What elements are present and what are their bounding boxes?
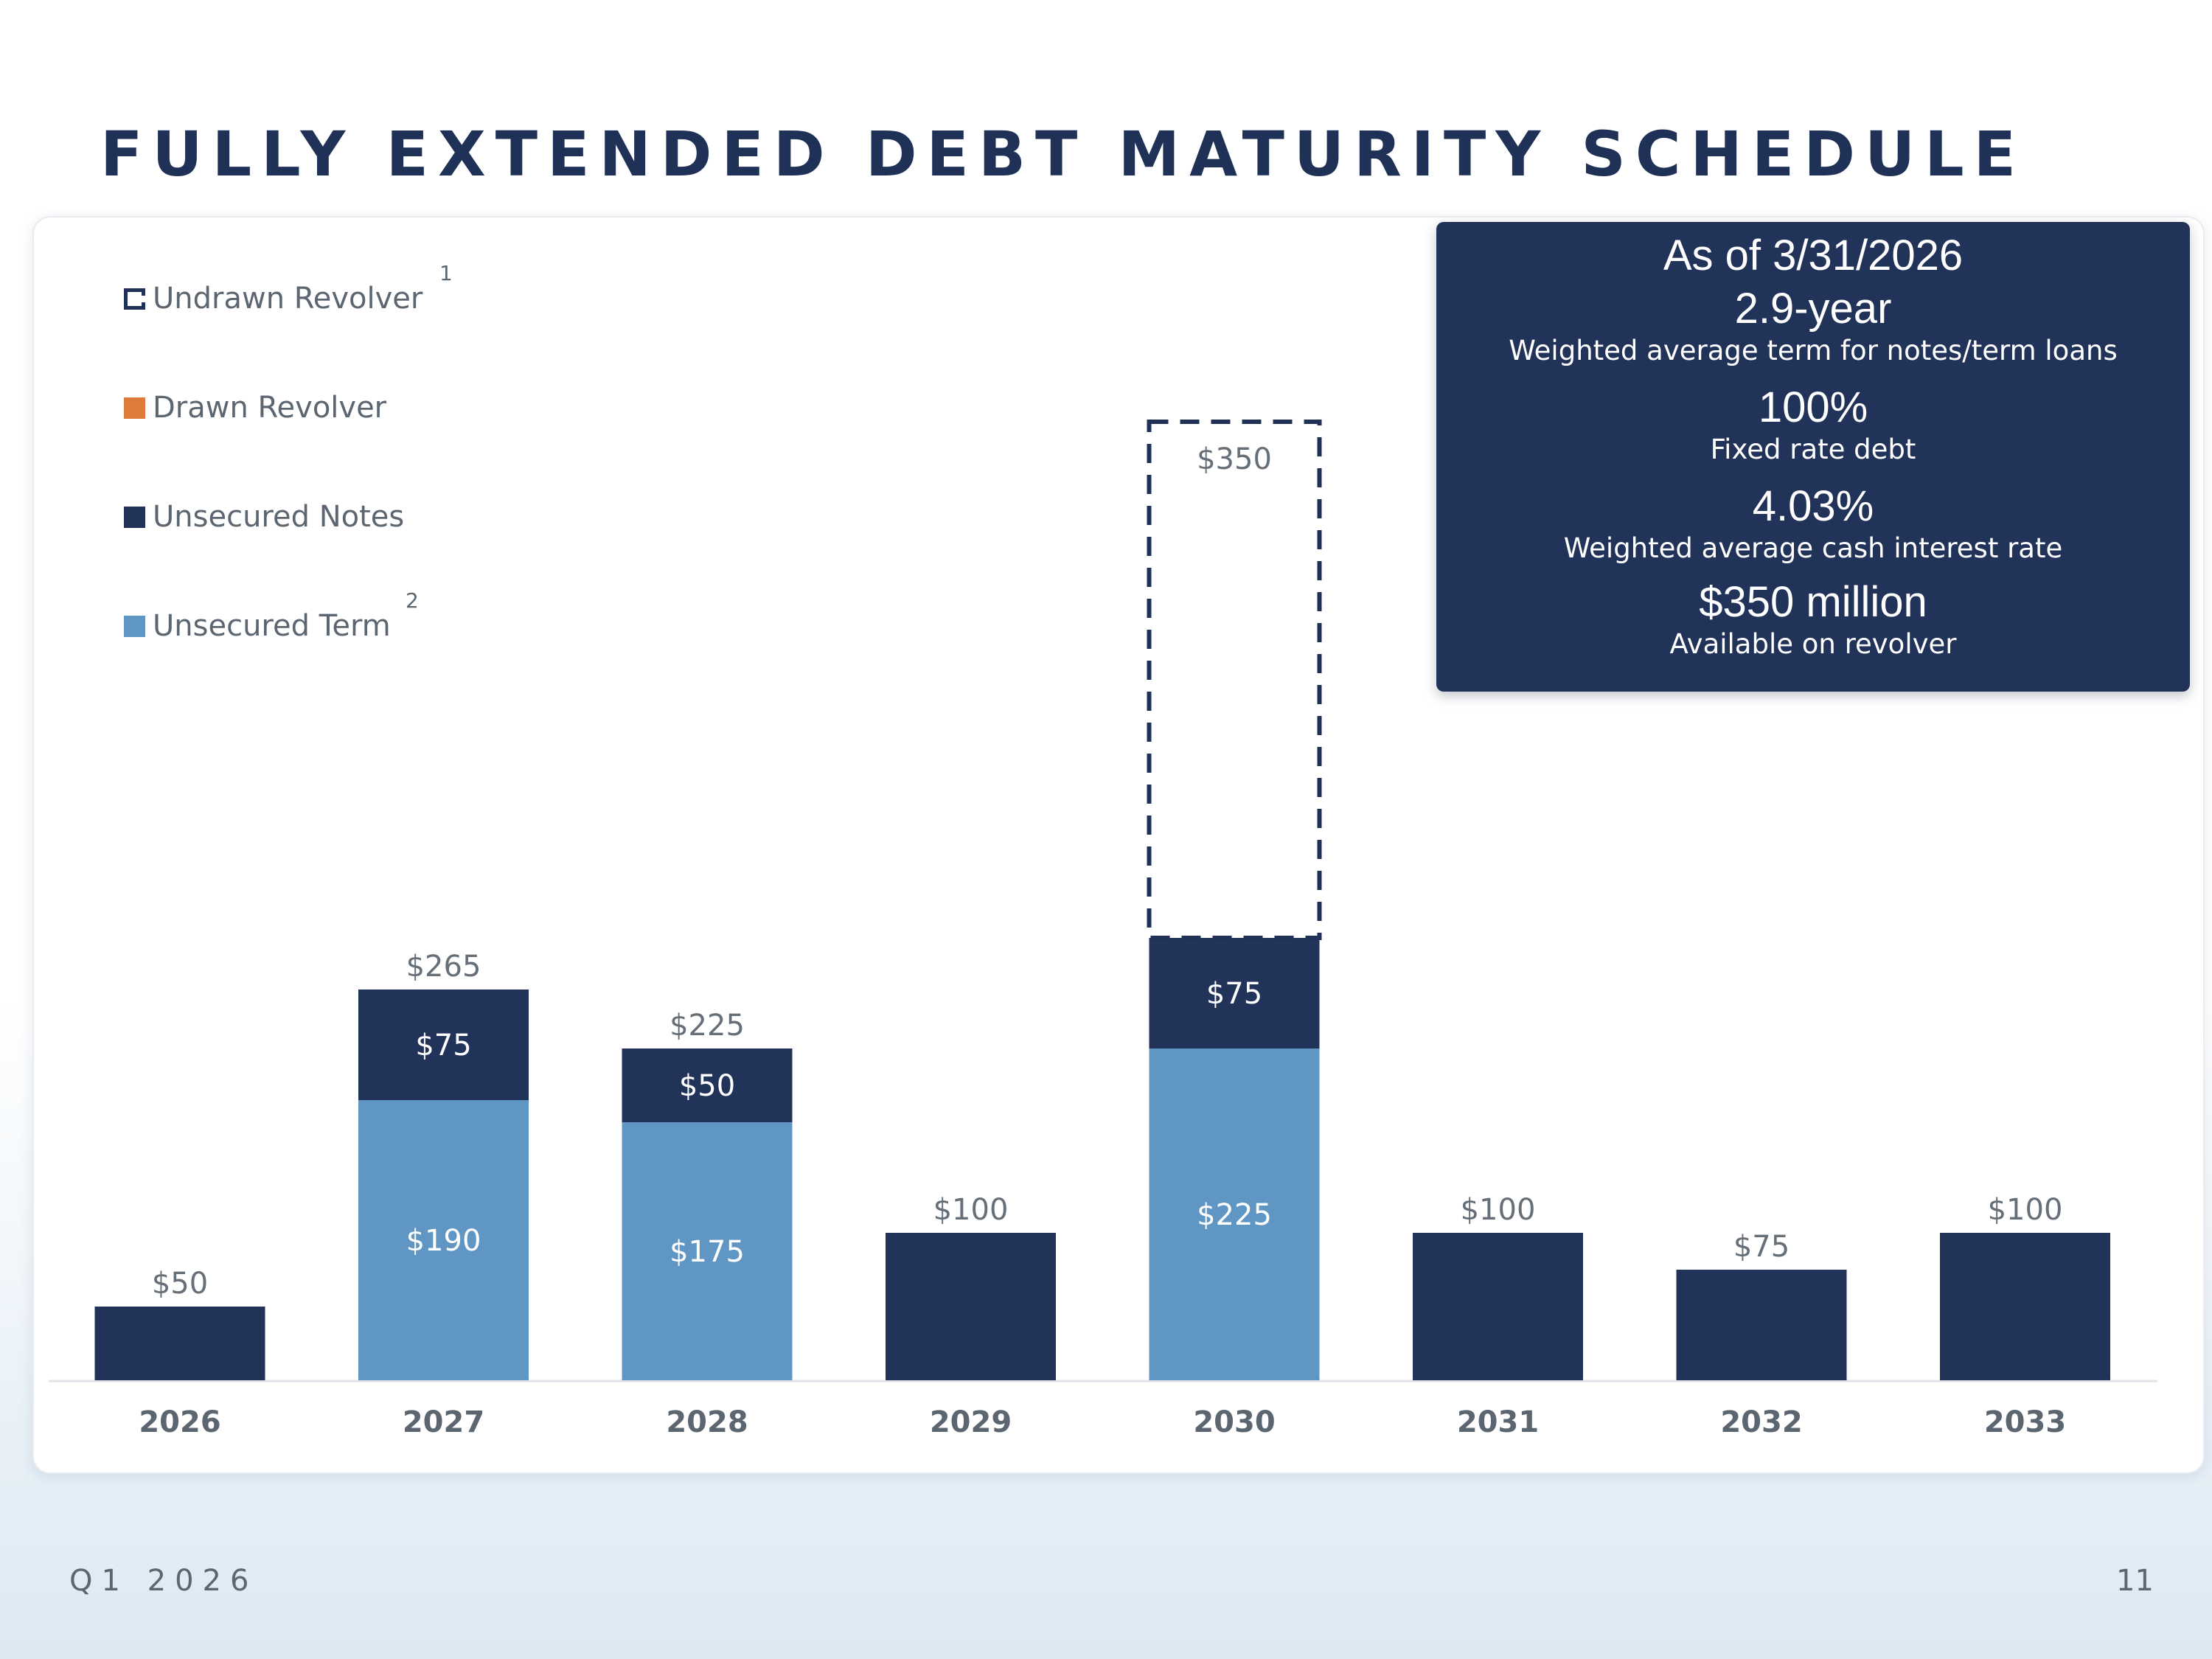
stats-fixed-value: 100%: [1758, 383, 1868, 431]
bar-unsecured-notes-2032: [1676, 1270, 1847, 1380]
legend-label-unsecured-term: Unsecured Term: [153, 609, 391, 643]
stats-as-of: As of 3/31/2026: [1663, 232, 1964, 279]
total-label-2026: $50: [152, 1267, 208, 1301]
stats-fixed-label: Fixed rate debt: [1710, 434, 1916, 465]
segment-label-unsecured-term-2030: $225: [1197, 1198, 1272, 1232]
segment-label-unsecured-term-2028: $175: [669, 1235, 745, 1269]
total-label-2028: $225: [669, 1009, 745, 1043]
chart-legend: Undrawn Revolver 1 Drawn Revolver Unsecu…: [124, 261, 537, 664]
x-tick-label-2030: 2030: [1193, 1405, 1275, 1439]
bar-unsecured-notes-2026: [94, 1307, 265, 1380]
legend-label-unsecured-notes: Unsecured Notes: [153, 500, 405, 534]
bar-unsecured-term-2027: [358, 1100, 529, 1380]
x-tick-label-2028: 2028: [666, 1405, 748, 1439]
legend-footnote-1: 1: [439, 261, 453, 285]
legend-swatch-undrawn-revolver: [124, 288, 145, 310]
stats-term-label: Weighted average term for notes/term loa…: [1509, 335, 2118, 366]
segment-label-unsecured-notes-2028: $50: [679, 1069, 735, 1103]
legend-label-drawn-revolver: Drawn Revolver: [153, 391, 387, 425]
segment-label-unsecured-notes-2027: $75: [415, 1029, 471, 1062]
bar-unsecured-notes-2028: [622, 1048, 793, 1122]
segment-label-unsecured-notes-2030: $75: [1206, 977, 1262, 1011]
stats-rate-value: 4.03%: [1752, 482, 1874, 530]
summary-stats-box: As of 3/31/2026 2.9-year Weighted averag…: [1436, 222, 2190, 692]
bar-unsecured-notes-2031: [1413, 1233, 1583, 1380]
bar-undrawn-revolver-2030: [1147, 420, 1322, 940]
legend-swatch-drawn-revolver: [124, 397, 145, 419]
legend-item-drawn-revolver: Drawn Revolver: [124, 389, 386, 426]
bar-unsecured-notes-2033: [1940, 1233, 2110, 1380]
legend-item-unsecured-notes: Unsecured Notes: [124, 498, 404, 535]
stats-rate-label: Weighted average cash interest rate: [1563, 532, 2063, 564]
total-label-2029: $100: [933, 1193, 1009, 1227]
total-label-2027: $265: [406, 950, 481, 984]
x-tick-label-2026: 2026: [139, 1405, 220, 1439]
x-tick-label-2032: 2032: [1720, 1405, 1802, 1439]
x-tick-label-2027: 2027: [403, 1405, 484, 1439]
stats-term-value: 2.9-year: [1734, 285, 1892, 333]
bar-unsecured-notes-2030: [1149, 938, 1320, 1048]
segment-label-undrawn-revolver-2030: $350: [1197, 442, 1272, 476]
footer-period: Q1 2026: [69, 1564, 258, 1598]
legend-swatch-unsecured-term: [124, 615, 145, 637]
segment-label-unsecured-term-2027: $190: [406, 1224, 481, 1258]
total-label-2032: $75: [1733, 1230, 1790, 1264]
stats-revolver-label: Available on revolver: [1669, 628, 1957, 660]
x-tick-label-2029: 2029: [930, 1405, 1012, 1439]
legend-footnote-2: 2: [406, 588, 419, 613]
bar-unsecured-term-2028: [622, 1122, 793, 1380]
x-tick-label-2031: 2031: [1457, 1405, 1539, 1439]
legend-item-undrawn-revolver: Undrawn Revolver 1: [124, 261, 453, 317]
legend-item-unsecured-term: Unsecured Term 2: [124, 588, 419, 644]
legend-swatch-unsecured-notes: [124, 506, 145, 528]
stats-revolver-value: $350 million: [1699, 578, 1927, 626]
total-label-2033: $100: [1988, 1193, 2063, 1227]
bar-unsecured-term-2030: [1149, 1048, 1320, 1380]
page-title: FULLY EXTENDED DEBT MATURITY SCHEDULE: [100, 118, 2026, 190]
bar-unsecured-notes-2027: [358, 990, 529, 1100]
page-number: 11: [2116, 1564, 2154, 1598]
legend-label-undrawn-revolver: Undrawn Revolver: [153, 282, 423, 316]
bar-unsecured-notes-2029: [886, 1233, 1056, 1380]
x-tick-label-2033: 2033: [1984, 1405, 2066, 1439]
total-label-2031: $100: [1461, 1193, 1536, 1227]
